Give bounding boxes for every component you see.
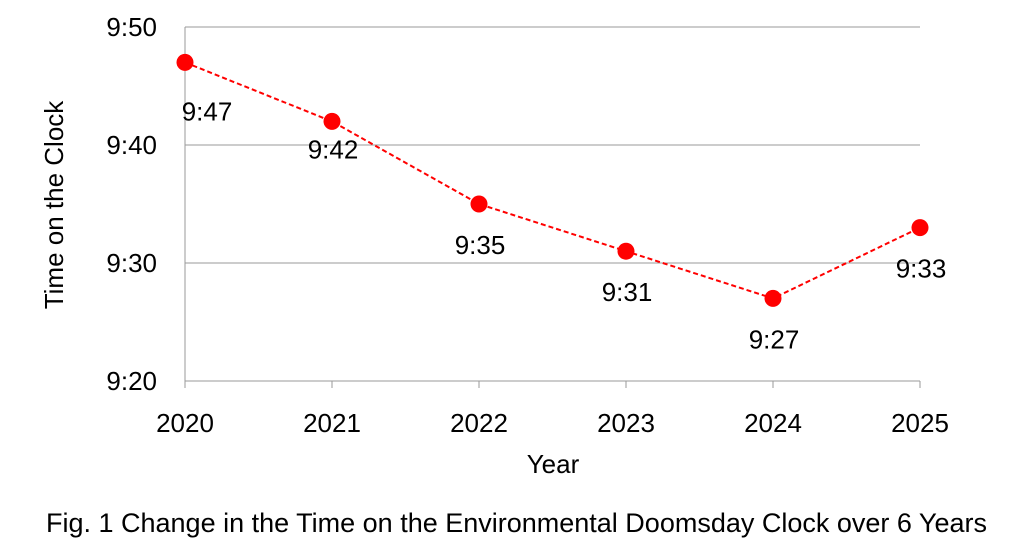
- x-tick-label: 2021: [303, 408, 361, 438]
- y-tick-label: 9:20: [106, 366, 157, 396]
- data-point: [323, 112, 341, 130]
- data-label: 9:27: [749, 324, 800, 354]
- y-axis-title: Time on the Clock: [39, 100, 69, 310]
- data-label: 9:31: [602, 277, 653, 307]
- data-labels: 9:47 9:42 9:35 9:31 9:27 9:33: [182, 96, 947, 354]
- data-point: [617, 242, 635, 260]
- x-axis-title: Year: [527, 449, 580, 479]
- x-tick-label: 2023: [597, 408, 655, 438]
- data-label: 9:33: [896, 254, 947, 284]
- x-tick-label: 2024: [744, 408, 802, 438]
- series-line: [184, 61, 921, 300]
- y-tick-label: 9:50: [106, 12, 157, 42]
- x-tick-label: 2022: [450, 408, 508, 438]
- data-point: [764, 289, 782, 307]
- data-points: [176, 53, 929, 307]
- figure-caption: Fig. 1 Change in the Time on the Environ…: [45, 508, 987, 538]
- y-tick-label: 9:30: [106, 248, 157, 278]
- y-axis-ticks: 9:20 9:30 9:40 9:50: [106, 12, 157, 396]
- data-point: [176, 53, 194, 71]
- gridlines: [185, 26, 920, 382]
- data-label: 9:47: [182, 96, 233, 126]
- data-label: 9:35: [455, 230, 506, 260]
- data-point: [470, 195, 488, 213]
- y-tick-label: 9:40: [106, 130, 157, 160]
- x-tick-label: 2025: [891, 408, 949, 438]
- data-point: [911, 219, 929, 237]
- x-tick-label: 2020: [156, 408, 214, 438]
- data-label: 9:42: [308, 134, 359, 164]
- x-axis-ticks: 2020 2021 2022 2023 2024 2025: [156, 381, 949, 438]
